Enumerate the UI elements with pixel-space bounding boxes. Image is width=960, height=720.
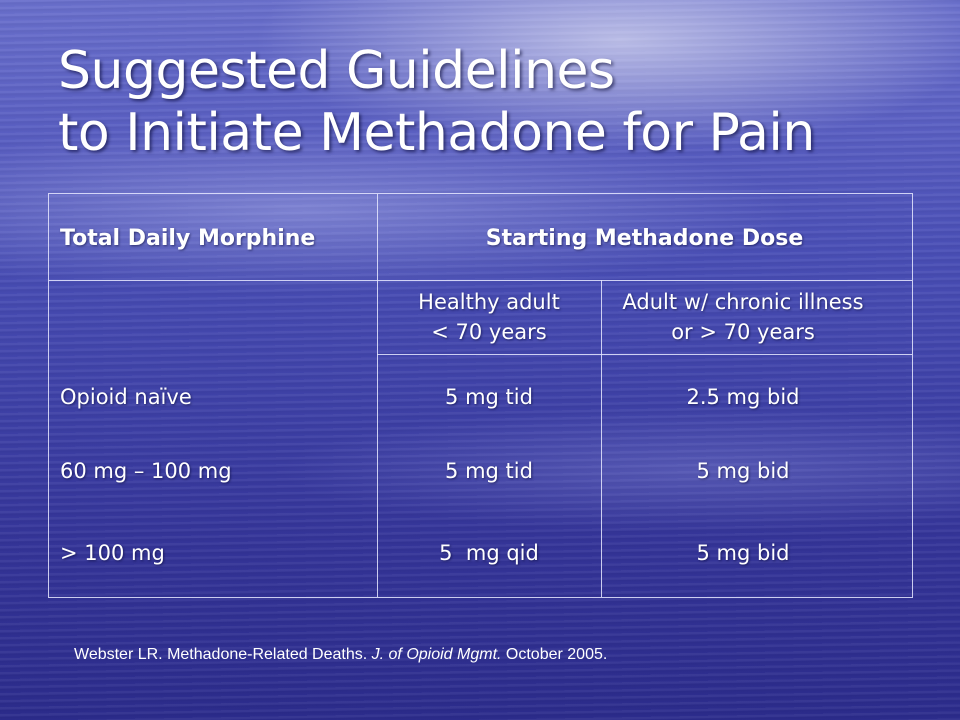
slide-title: Suggested Guidelines to Initiate Methado… [58,40,815,164]
subheader-chronic-illness-line-1: Adult w/ chronic illness [622,290,864,314]
table-divider-header [49,280,912,281]
citation-author-title: Webster LR. Methadone-Related Deaths. [74,646,372,663]
dose-table: Total Daily Morphine Starting Methadone … [48,193,913,598]
row-60-100-morphine: 60 mg – 100 mg [60,459,232,483]
subheader-chronic-illness: Adult w/ chronic illness or > 70 years [601,287,885,347]
subheader-healthy-adult: Healthy adult < 70 years [377,287,601,347]
row-60-100-healthy: 5 mg tid [445,459,533,483]
table-divider-col-2 [601,280,602,597]
citation-journal: J. of Opioid Mgmt. [371,646,502,663]
table-divider-subheader [377,354,912,355]
row-60-100-chronic: 5 mg bid [696,459,790,483]
citation-date: October 2005. [501,646,608,663]
slide-title-line-2: to Initiate Methadone for Pain [58,103,815,163]
row-over-100-chronic: 5 mg bid [696,541,790,565]
row-opioid-naive-morphine: Opioid naïve [60,385,192,409]
header-starting-methadone-dose: Starting Methadone Dose [485,226,804,251]
row-opioid-naive-healthy: 5 mg tid [445,385,533,409]
row-over-100-morphine: > 100 mg [60,541,165,565]
row-over-100-healthy: 5 mg qid [439,541,539,565]
subheader-healthy-adult-line-1: Healthy adult [418,290,560,314]
table-divider-col-1 [377,194,378,597]
header-total-daily-morphine: Total Daily Morphine [60,226,316,251]
subheader-chronic-illness-line-2: or > 70 years [671,320,815,344]
row-opioid-naive-chronic: 2.5 mg bid [686,385,800,409]
slide-title-line-1: Suggested Guidelines [58,41,615,101]
subheader-healthy-adult-line-2: < 70 years [431,320,547,344]
citation: Webster LR. Methadone-Related Deaths. J.… [74,646,607,664]
